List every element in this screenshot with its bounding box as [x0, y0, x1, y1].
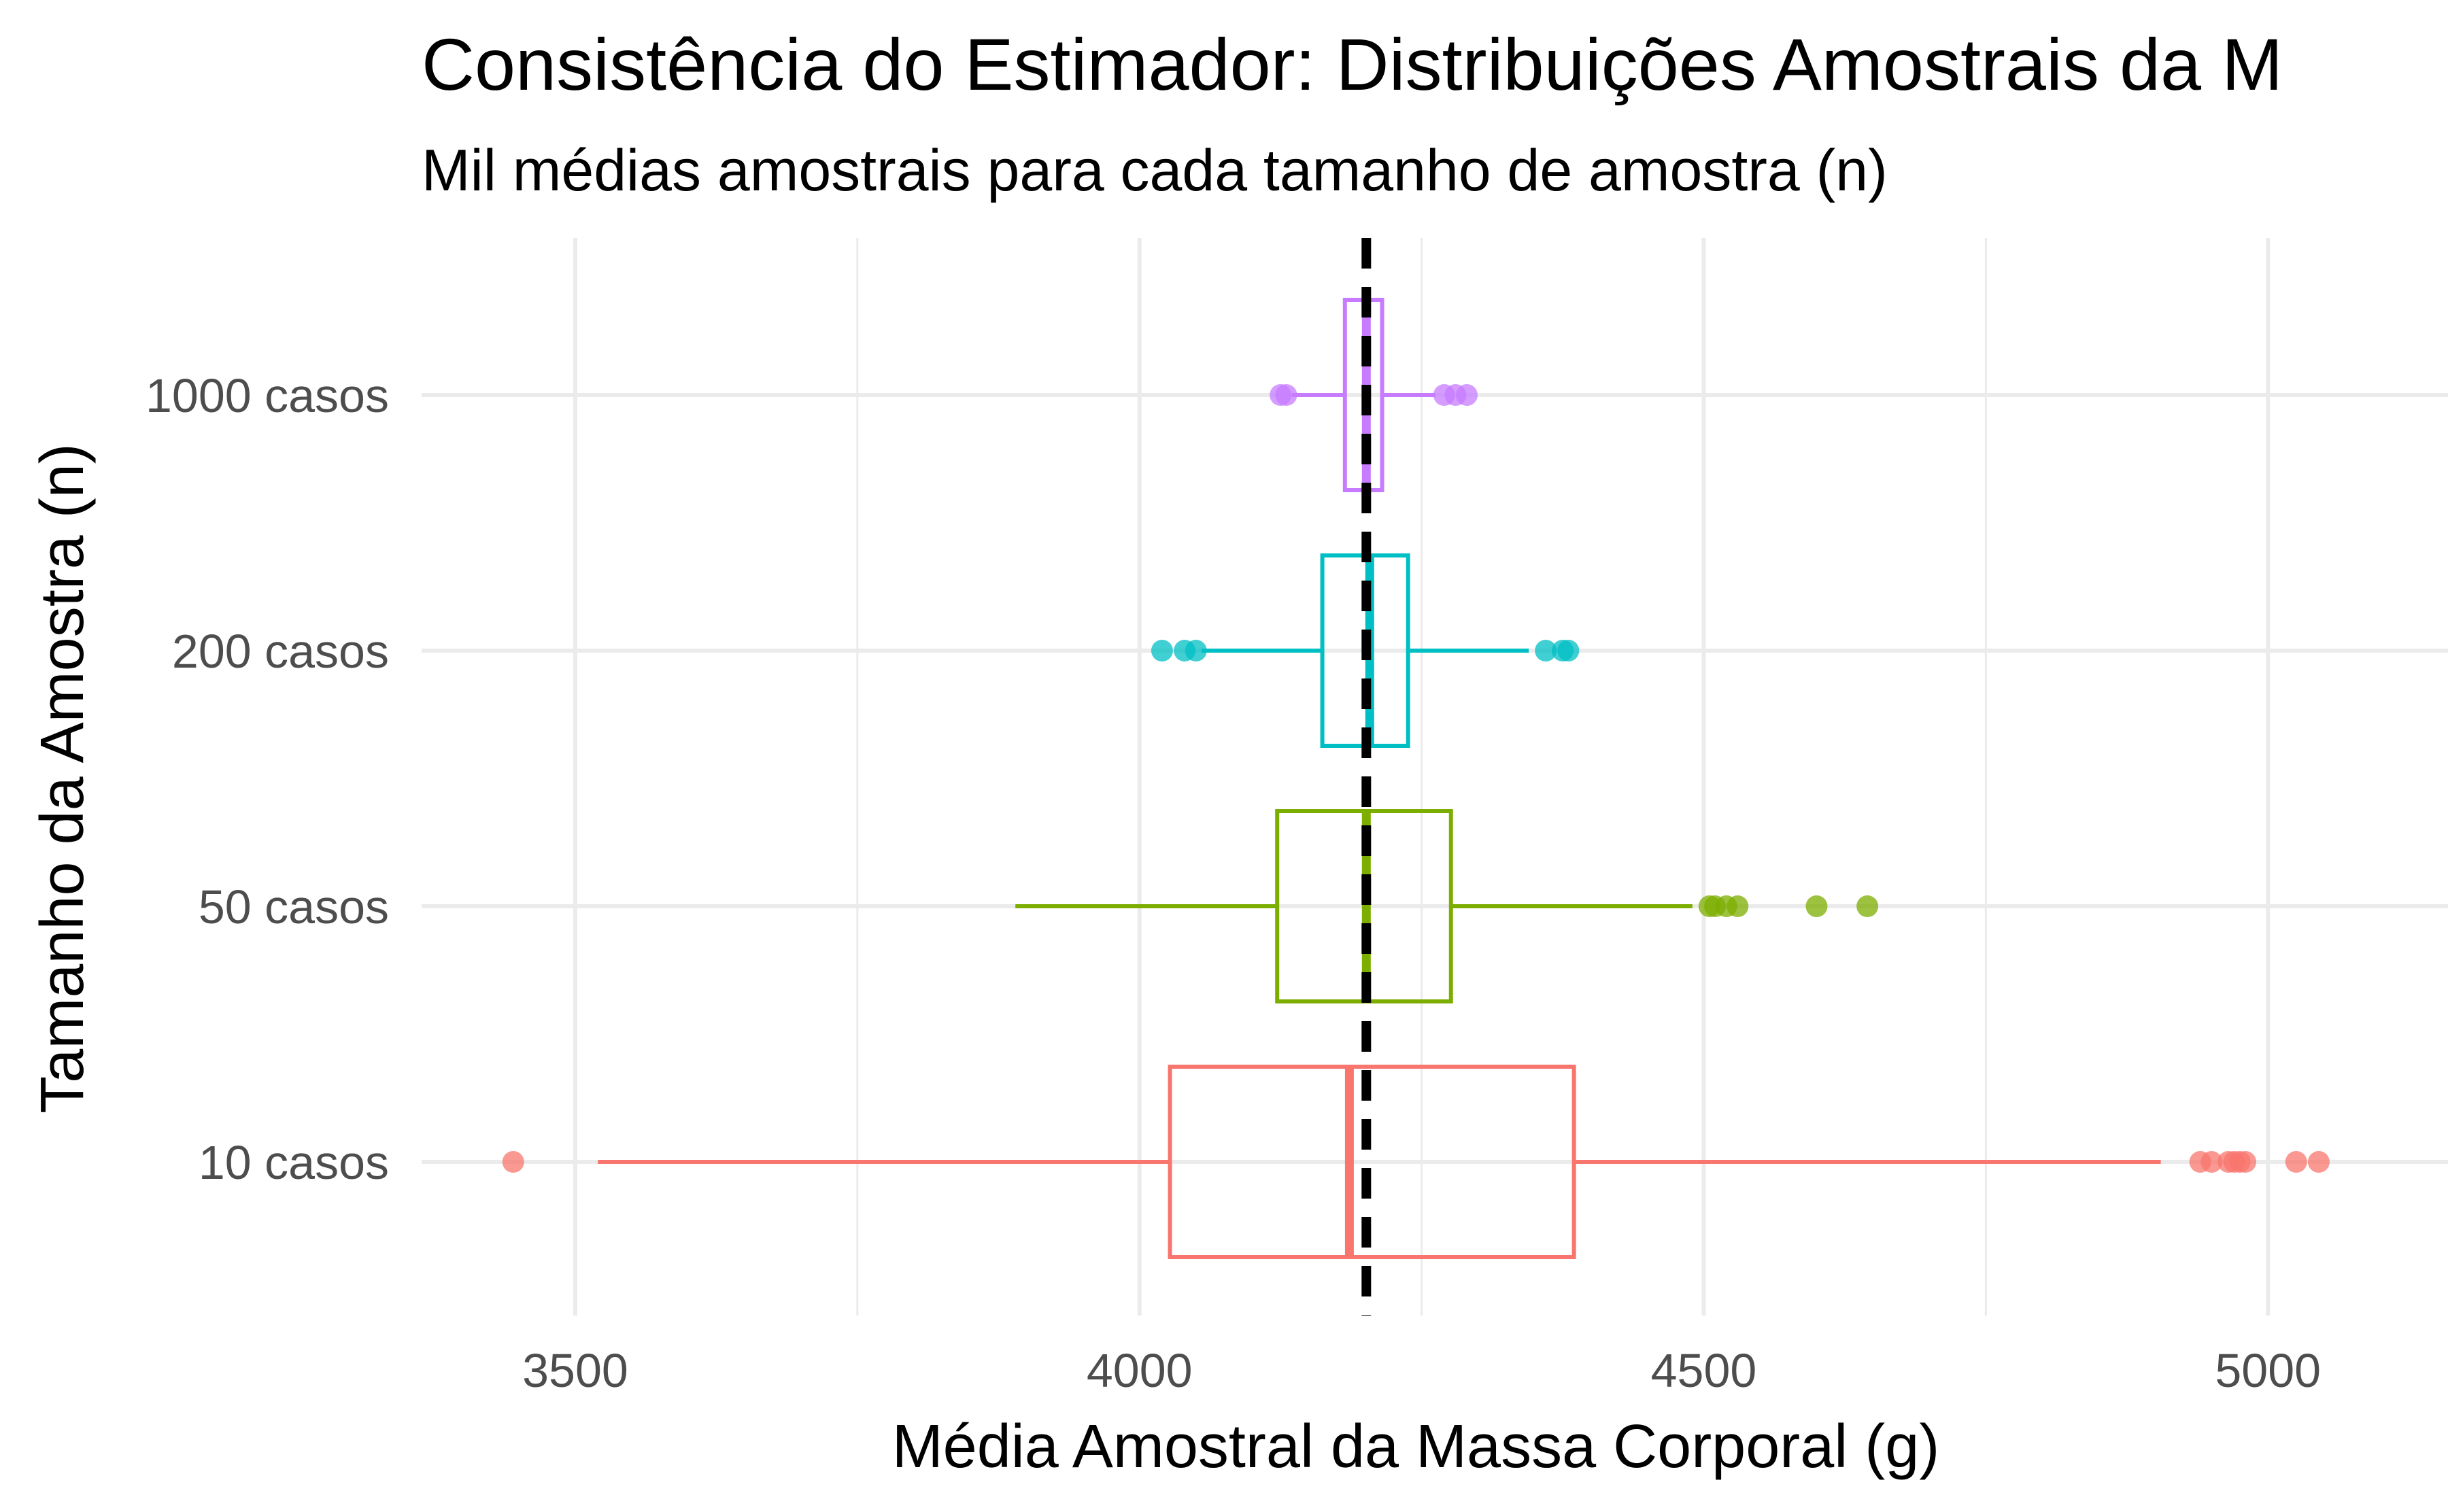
- outlier-point: [1151, 640, 1173, 662]
- outlier-point: [1727, 895, 1749, 917]
- y-tick-label: 50 casos: [199, 880, 389, 933]
- chart-title: Consistência do Estimador: Distribuições…: [422, 23, 2283, 105]
- x-tick-label: 4000: [1087, 1344, 1193, 1397]
- x-tick-label: 4500: [1651, 1344, 1757, 1397]
- outlier-point: [1856, 895, 1879, 917]
- outlier-point: [1456, 384, 1478, 406]
- tick-labels: 3500 4000 4500 5000 10 casos 50 casos 200 caso…: [146, 369, 2321, 1397]
- x-tick-label: 3500: [522, 1344, 628, 1397]
- outlier-point: [502, 1151, 524, 1173]
- y-tick-label: 200 casos: [172, 625, 389, 678]
- y-tick-label: 1000 casos: [146, 369, 389, 422]
- outlier-point: [2307, 1151, 2330, 1173]
- outlier-point: [1805, 895, 1828, 917]
- outlier-point: [1535, 640, 1557, 662]
- box-layer: [502, 298, 2330, 1259]
- y-axis-title: Tamanho da Amostra (n): [29, 443, 97, 1113]
- outlier-point: [2285, 1151, 2307, 1173]
- outlier-point: [1275, 384, 1297, 406]
- outlier-point: [2234, 1151, 2257, 1173]
- chart-subtitle: Mil médias amostrais para cada tamanho d…: [422, 138, 1888, 203]
- boxplot-10-casos: [502, 1065, 2330, 1259]
- outlier-point: [1557, 640, 1580, 662]
- x-tick-label: 5000: [2215, 1344, 2321, 1397]
- x-axis-title: Média Amostral da Massa Corporal (g): [892, 1413, 1940, 1481]
- iqr-box: [1168, 1065, 1576, 1259]
- outlier-point: [1185, 640, 1207, 662]
- y-tick-label: 10 casos: [199, 1136, 389, 1189]
- grid-lines: [422, 238, 2448, 1316]
- outlier-point: [2200, 1151, 2223, 1173]
